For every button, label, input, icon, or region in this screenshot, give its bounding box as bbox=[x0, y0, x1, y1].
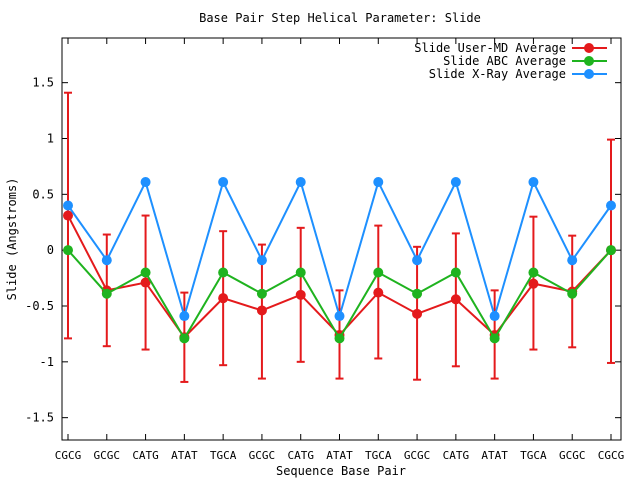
data-point bbox=[140, 267, 151, 278]
data-point bbox=[295, 177, 306, 188]
x-tick-label: ATAT bbox=[481, 449, 508, 462]
data-point bbox=[179, 333, 190, 344]
y-tick-label: 1 bbox=[47, 132, 54, 146]
data-point bbox=[412, 255, 423, 266]
data-point bbox=[450, 177, 461, 188]
data-point bbox=[450, 294, 461, 305]
y-tick-label: -1 bbox=[40, 355, 54, 369]
chart-title: Base Pair Step Helical Parameter: Slide bbox=[199, 11, 481, 25]
x-tick-label: CGCG bbox=[598, 449, 625, 462]
data-point bbox=[295, 289, 306, 300]
data-point bbox=[412, 288, 423, 299]
data-point bbox=[179, 311, 190, 322]
data-point bbox=[489, 311, 500, 322]
data-point bbox=[567, 255, 578, 266]
data-point bbox=[528, 177, 539, 188]
data-point bbox=[450, 267, 461, 278]
data-point bbox=[140, 177, 151, 188]
data-point bbox=[606, 200, 616, 211]
data-point bbox=[373, 267, 384, 278]
data-point bbox=[101, 288, 112, 299]
data-point bbox=[489, 333, 500, 344]
y-tick-label: -1.5 bbox=[25, 411, 54, 425]
y-tick-label: 0 bbox=[47, 243, 54, 257]
x-axis: CGCG GCGC CATG ATAT TGCA GCGC CATG ATAT TGCA GCGC… bbox=[55, 38, 625, 462]
data-point bbox=[412, 308, 423, 319]
x-tick-label: CATG bbox=[287, 449, 314, 462]
data-point bbox=[63, 210, 73, 221]
data-point bbox=[606, 245, 616, 256]
y-axis: -1.5 -1 -0.5 0 0.5 1 1.5 bbox=[25, 76, 621, 425]
data-point bbox=[140, 277, 151, 288]
x-tick-label: CATG bbox=[443, 449, 470, 462]
data-point bbox=[218, 177, 229, 188]
legend-label: Slide X-Ray Average bbox=[429, 67, 566, 81]
x-tick-label: GCGC bbox=[559, 449, 586, 462]
data-point bbox=[63, 200, 73, 211]
x-axis-label: Sequence Base Pair bbox=[276, 464, 406, 478]
data-point bbox=[528, 267, 539, 278]
y-axis-label: Slide (Angstroms) bbox=[5, 178, 19, 301]
data-point bbox=[256, 255, 267, 266]
y-tick-label: -0.5 bbox=[25, 299, 54, 313]
series-layer bbox=[63, 91, 616, 383]
x-tick-label: GCGC bbox=[404, 449, 431, 462]
data-point bbox=[334, 333, 345, 344]
x-tick-label: GCGC bbox=[94, 449, 121, 462]
data-point bbox=[101, 255, 112, 266]
x-tick-label: ATAT bbox=[326, 449, 353, 462]
x-tick-label: TGCA bbox=[210, 449, 237, 462]
data-point bbox=[218, 293, 229, 304]
x-tick-label: CGCG bbox=[55, 449, 82, 462]
legend-label: Slide ABC Average bbox=[443, 54, 566, 68]
data-point bbox=[528, 278, 539, 289]
data-point bbox=[63, 245, 73, 256]
legend-label: Slide User-MD Average bbox=[414, 41, 566, 55]
data-point bbox=[218, 267, 229, 278]
data-point bbox=[295, 267, 306, 278]
series-2 bbox=[63, 245, 616, 344]
y-tick-label: 0.5 bbox=[32, 187, 54, 201]
y-tick-label: 1.5 bbox=[32, 76, 54, 90]
x-tick-label: ATAT bbox=[171, 449, 198, 462]
legend-marker bbox=[584, 56, 594, 66]
data-point bbox=[373, 287, 384, 298]
data-point bbox=[334, 311, 345, 322]
series-3 bbox=[63, 177, 616, 322]
data-point bbox=[256, 288, 267, 299]
legend-marker bbox=[584, 69, 594, 79]
x-tick-label: TGCA bbox=[520, 449, 547, 462]
plot-frame bbox=[61, 37, 622, 441]
x-tick-label: GCGC bbox=[249, 449, 276, 462]
x-tick-label: TGCA bbox=[365, 449, 392, 462]
x-tick-label: CATG bbox=[132, 449, 159, 462]
data-point bbox=[256, 305, 267, 316]
legend-marker bbox=[584, 43, 594, 53]
data-point bbox=[373, 177, 384, 188]
data-point bbox=[567, 288, 578, 299]
